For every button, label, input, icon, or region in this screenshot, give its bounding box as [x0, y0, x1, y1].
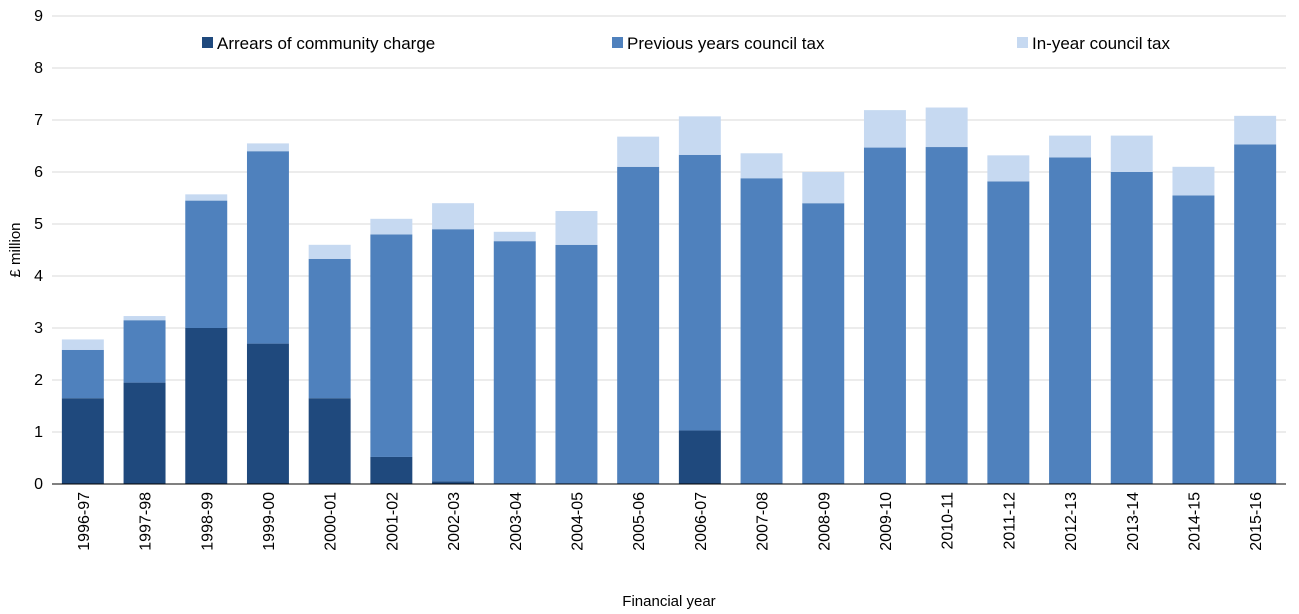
legend-label: Arrears of community charge	[217, 34, 435, 53]
bar-segment-2-2006-07	[678, 154, 721, 431]
bar-segment-1-1998-99	[185, 328, 228, 484]
x-tick-label: 2007-08	[755, 492, 772, 551]
x-tick-label: 2005-06	[631, 492, 648, 551]
bar-segment-2-1996-97	[61, 349, 104, 399]
bar-segment-2-2014-15	[1172, 195, 1215, 484]
legend-swatch	[1017, 37, 1028, 48]
y-axis-title: £ million	[7, 222, 24, 277]
x-tick-label: 2004-05	[569, 492, 586, 551]
x-tick-label: 2013-14	[1125, 492, 1142, 551]
bar-segment-3-2001-02	[370, 218, 413, 235]
bar-segment-3-1998-99	[185, 194, 228, 201]
bar-segment-1-1997-98	[123, 382, 166, 484]
bar-segment-3-2002-03	[432, 203, 475, 230]
legend-swatch	[202, 37, 213, 48]
x-tick-label: 2001-02	[384, 492, 401, 551]
y-tick-label: 1	[34, 424, 43, 441]
y-tick-label: 3	[34, 320, 43, 337]
bar-segment-1-2001-02	[370, 456, 413, 484]
bar-segment-2-2009-10	[863, 147, 906, 484]
bar-segment-2-2004-05	[555, 244, 598, 484]
x-axis-title: Financial year	[622, 593, 715, 610]
bar-segment-2-2015-16	[1234, 144, 1277, 484]
bar-segment-3-2009-10	[863, 110, 906, 148]
x-tick-label: 2003-04	[508, 492, 525, 551]
x-tick-label: 2015-16	[1248, 492, 1265, 551]
y-tick-label: 6	[34, 164, 43, 181]
bar-segment-2-2012-13	[1049, 157, 1092, 484]
bars	[61, 107, 1277, 485]
y-tick-label: 9	[34, 8, 43, 25]
bar-segment-2-2001-02	[370, 234, 413, 457]
y-tick-label: 2	[34, 372, 43, 389]
bar-segment-3-2013-14	[1110, 135, 1153, 172]
axes: 0 1 2 3 4 5 6 7 8 9 1996-97 1997-98 1998-99 1999-00 20…	[34, 8, 1286, 551]
bar-segment-3-2014-15	[1172, 166, 1215, 196]
x-tick-label: 2008-09	[816, 492, 833, 551]
bar-segment-1-1999-00	[246, 343, 289, 484]
bar-segment-2-2005-06	[617, 166, 660, 485]
x-tick-label: 2014-15	[1186, 492, 1203, 551]
bar-segment-2-2008-09	[802, 203, 845, 484]
bar-segment-2-2003-04	[493, 241, 536, 484]
bar-segment-3-2015-16	[1234, 115, 1277, 145]
y-tick-label: 8	[34, 60, 43, 77]
bar-segment-3-2007-08	[740, 153, 783, 179]
x-tick-label: 2009-10	[878, 492, 895, 551]
legend: Arrears of community charge Previous year…	[202, 34, 1170, 53]
x-tick-label: 2006-07	[693, 492, 710, 551]
bar-segment-3-1997-98	[123, 316, 166, 321]
bar-segment-2-2013-14	[1110, 172, 1153, 484]
x-tick-label: 2000-01	[323, 492, 340, 551]
bar-segment-2-2010-11	[925, 147, 968, 485]
legend-label: In-year council tax	[1032, 34, 1170, 53]
bar-segment-3-1996-97	[61, 339, 104, 350]
bar-segment-3-2006-07	[678, 116, 721, 155]
bar-segment-3-2010-11	[925, 107, 968, 148]
bar-segment-1-2006-07	[678, 430, 721, 484]
bar-segment-1-1996-97	[61, 398, 104, 484]
bar-segment-2-1998-99	[185, 200, 228, 328]
y-tick-label: 7	[34, 112, 43, 129]
bar-segment-1-2000-01	[308, 398, 351, 484]
y-tick-label: 5	[34, 216, 43, 233]
x-tick-label: 2011-12	[1001, 492, 1018, 550]
x-tick-label: 1999-00	[261, 492, 278, 551]
y-tick-label: 4	[34, 268, 43, 285]
bar-segment-1-2002-03	[432, 481, 475, 484]
bar-segment-2-2000-01	[308, 258, 351, 399]
bar-segment-2-1997-98	[123, 320, 166, 383]
bar-segment-3-2008-09	[802, 172, 845, 204]
bar-segment-3-2012-13	[1049, 135, 1092, 158]
y-tick-label: 0	[34, 476, 43, 493]
legend-swatch	[612, 37, 623, 48]
bar-segment-3-2005-06	[617, 136, 660, 167]
x-tick-label: 2012-13	[1063, 492, 1080, 551]
bar-segment-3-1999-00	[246, 143, 289, 152]
bar-segment-3-2003-04	[493, 231, 536, 242]
bar-segment-3-2000-01	[308, 244, 351, 259]
gridlines	[52, 15, 1286, 433]
bar-segment-2-2007-08	[740, 178, 783, 485]
bar-segment-2-2002-03	[432, 229, 475, 482]
x-tick-label: 2010-11	[940, 492, 957, 550]
x-tick-label: 1997-98	[138, 492, 155, 551]
x-tick-label: 2002-03	[446, 492, 463, 551]
legend-label: Previous years council tax	[627, 34, 825, 53]
bar-segment-3-2011-12	[987, 155, 1030, 182]
x-tick-label: 1998-99	[199, 492, 216, 551]
bar-segment-2-2011-12	[987, 181, 1030, 485]
bar-segment-2-1999-00	[246, 151, 289, 344]
bar-segment-3-2004-05	[555, 211, 598, 245]
x-tick-label: 1996-97	[76, 492, 93, 551]
